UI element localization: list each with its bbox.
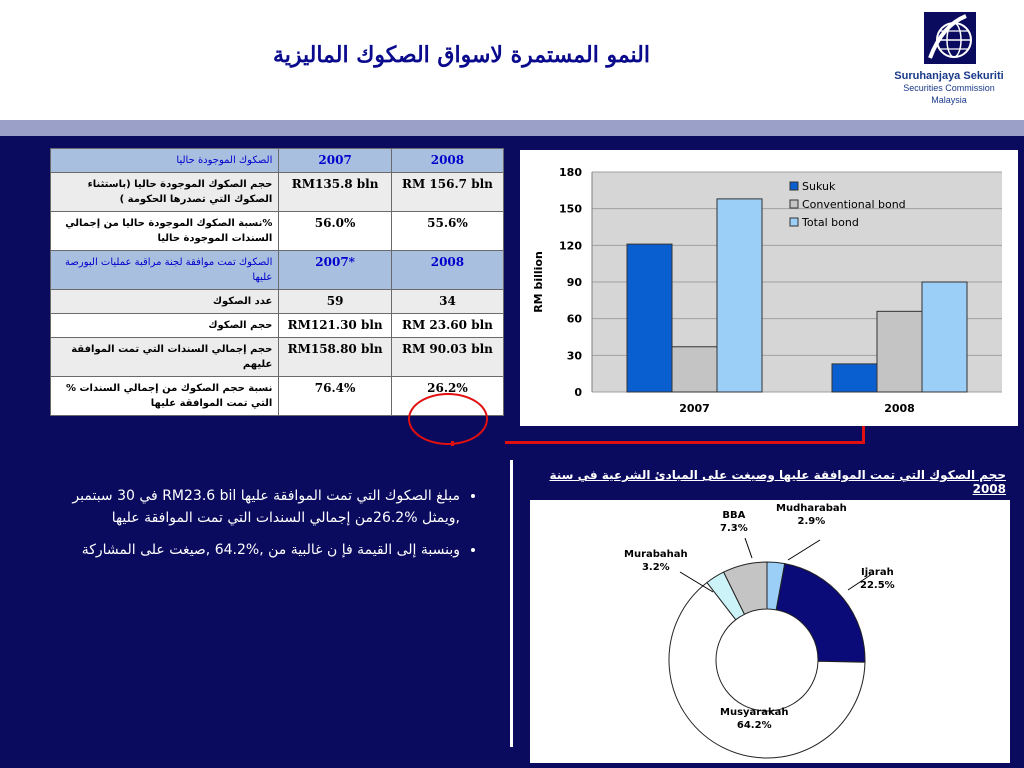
bar-sukuk-2008 xyxy=(831,363,878,393)
slice-label-bba: BBA 7.3% xyxy=(720,509,748,535)
cell-2008: 2008 xyxy=(390,148,505,173)
table-row: حجم إجمالي السندات التي تمت الموافقة علي… xyxy=(49,337,505,377)
logo-text: Suruhanjaya Sekuriti Securities Commissi… xyxy=(884,70,1014,106)
legend-label: Conventional bond xyxy=(802,198,906,211)
y-tick-label: 120 xyxy=(559,239,582,252)
table-row: الصكوك الموجودة حاليا 2007 2008 xyxy=(49,148,505,173)
cell-2008: 34 xyxy=(390,289,505,314)
bar-total-bond-2007 xyxy=(716,198,763,393)
donut-chart xyxy=(668,537,873,759)
row-label: حجم الصكوك xyxy=(49,313,280,338)
x-tick-label: 2007 xyxy=(679,402,710,415)
slice-pct: 7.3% xyxy=(720,523,748,534)
slice-musyarakah xyxy=(668,581,866,759)
table-row: حجم الصكوك RM121.30 bln RM 23.60 bln xyxy=(49,313,505,338)
sc-logo xyxy=(924,12,976,64)
red-connector-up xyxy=(862,412,865,444)
red-connector-horizontal xyxy=(505,441,865,444)
bar-conventional-bond-2007 xyxy=(671,346,718,393)
legend-swatch xyxy=(789,217,799,227)
vertical-divider xyxy=(510,460,513,747)
donut-chart-panel: Mudharabah 2.9% Ijarah 22.5% Musyarakah 64.2%… xyxy=(530,500,1010,763)
header: النمو المستمرة لاسواق الصكوك الماليزية S… xyxy=(0,0,1024,120)
bullet-list: مبلغ الصكوك التي تمت الموافقة عليها RM23… xyxy=(40,485,480,571)
legend-swatch xyxy=(789,199,799,209)
sukuk-table: الصكوك الموجودة حاليا 2007 2008 حجم الصكوك … xyxy=(49,148,505,416)
donut-title: حجم الصكوك التي تمت الموافقة عليها وصيغت… xyxy=(549,468,1006,496)
bar-sukuk-2007 xyxy=(626,243,673,393)
slice-name: Mudharabah xyxy=(776,503,847,514)
bar-conventional-bond-2008 xyxy=(876,310,923,393)
y-axis-label: RM billion xyxy=(532,251,545,313)
cell-2007: 2007* xyxy=(278,250,392,290)
slice-label-murabahah: Murabahah 3.2% xyxy=(624,548,688,574)
cell-2007: RM121.30 bln xyxy=(278,313,392,338)
row-label: %نسبة الصكوك الموجودة حاليا من إجمالي ال… xyxy=(49,211,280,251)
bullet-item-2: وبنسبة إلى القيمة فإ ن غالبية من ,%64.2 … xyxy=(40,539,460,561)
cell-2007: RM158.80 bln xyxy=(278,337,392,377)
y-tick-label: 150 xyxy=(559,203,582,216)
slice-ijarah xyxy=(775,563,866,663)
table-row: عدد الصكوك 59 34 xyxy=(49,289,505,314)
y-tick-label: 60 xyxy=(567,313,583,326)
slice-label-musyarakah: Musyarakah 64.2% xyxy=(720,706,789,732)
cell-2007: 56.0% xyxy=(278,211,392,251)
slice-pct: 22.5% xyxy=(860,580,895,591)
y-tick-label: 180 xyxy=(559,166,582,179)
highlight-circle xyxy=(408,393,488,445)
row-label: عدد الصكوك xyxy=(49,289,280,314)
slice-name: Ijarah xyxy=(861,567,894,578)
legend-swatch xyxy=(789,181,799,191)
header-stripe xyxy=(0,120,1024,136)
legend-label: Total bond xyxy=(801,216,859,229)
y-tick-label: 0 xyxy=(574,386,582,399)
y-tick-label: 90 xyxy=(567,276,583,289)
row-label: حجم الصكوك الموجودة حاليا (باستثناء الصك… xyxy=(49,172,280,212)
slice-bba xyxy=(722,561,768,615)
cell-2007: RM135.8 bln xyxy=(278,172,392,212)
bullet-item-1: مبلغ الصكوك التي تمت الموافقة عليها RM23… xyxy=(40,485,460,529)
cell-2008: 2008 xyxy=(390,250,505,290)
red-connector-down xyxy=(451,441,454,446)
page-title: النمو المستمرة لاسواق الصكوك الماليزية xyxy=(272,42,650,68)
slice-name: Murabahah xyxy=(624,549,688,560)
bar-chart: 180 150 120 90 60 30 0 RM billion 2007 2008 Sukuk C… xyxy=(532,166,1002,415)
table-row: حجم الصكوك الموجودة حاليا (باستثناء الصك… xyxy=(49,172,505,212)
slice-name: Musyarakah xyxy=(720,707,789,718)
cell-2007: 76.4% xyxy=(278,376,392,416)
x-tick-label: 2008 xyxy=(884,402,915,415)
slice-pct: 2.9% xyxy=(797,516,826,527)
logo-sub-2: Malaysia xyxy=(931,95,967,105)
cell-2008: RM 23.60 bln xyxy=(390,313,505,338)
row-label: حجم إجمالي السندات التي تمت الموافقة علي… xyxy=(49,337,280,377)
leader-line xyxy=(744,537,753,559)
logo-name: Suruhanjaya Sekuriti xyxy=(894,70,1004,82)
cell-2008: 55.6% xyxy=(390,211,505,251)
cell-2008: RM 156.7 bln xyxy=(390,172,505,212)
table-row: %نسبة الصكوك الموجودة حاليا من إجمالي ال… xyxy=(49,211,505,251)
slice-pct: 3.2% xyxy=(641,562,670,573)
legend-label: Sukuk xyxy=(802,180,836,193)
slice-name: BBA xyxy=(722,510,746,521)
leader-line xyxy=(787,539,821,561)
table-row: الصكوك تمت موافقة لجنة مراقبة عمليات الب… xyxy=(49,250,505,290)
bar-total-bond-2008 xyxy=(921,281,968,393)
row-label: الصكوك الموجودة حاليا xyxy=(49,148,280,173)
slice-label-mudharabah: Mudharabah 2.9% xyxy=(776,502,847,528)
cell-2008: RM 90.03 bln xyxy=(390,337,505,377)
globe-icon xyxy=(928,14,972,59)
bar-chart-panel: 180 150 120 90 60 30 0 RM billion 2007 2008 Sukuk C… xyxy=(520,150,1018,426)
y-tick-label: 30 xyxy=(567,349,583,362)
leader-line xyxy=(679,571,714,593)
cell-2007: 59 xyxy=(278,289,392,314)
row-label: الصكوك تمت موافقة لجنة مراقبة عمليات الب… xyxy=(49,250,280,290)
slice-label-ijarah: Ijarah 22.5% xyxy=(860,566,895,592)
slice-pct: 64.2% xyxy=(736,720,772,731)
logo-sub-1: Securities Commission xyxy=(903,83,995,93)
cell-2007: 2007 xyxy=(278,148,392,173)
leader-line xyxy=(847,573,873,591)
row-label: نسبة حجم الصكوك من إجمالي السندات % التي… xyxy=(49,376,280,416)
